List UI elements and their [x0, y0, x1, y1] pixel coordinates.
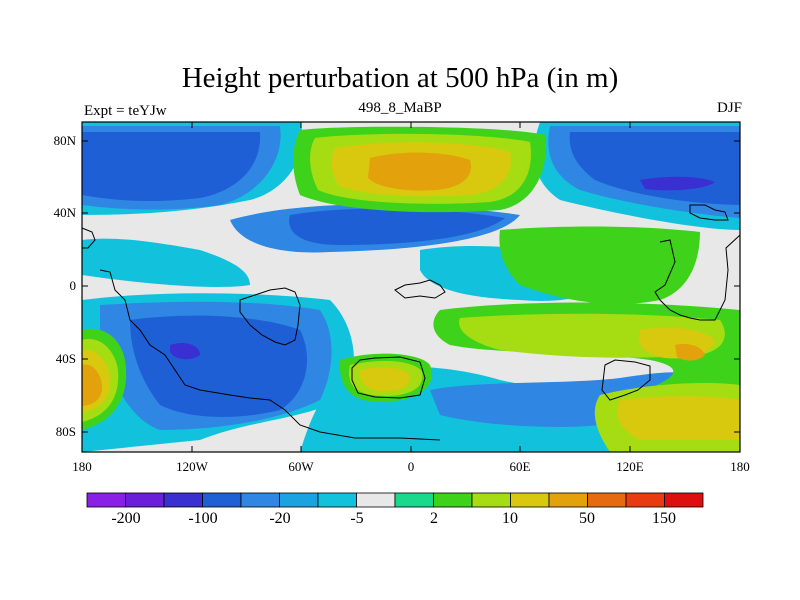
field-cyan	[82, 238, 250, 287]
colorbar-swatch	[664, 492, 704, 508]
colorbar-label: -100	[188, 510, 218, 527]
colorbar-swatch	[587, 492, 627, 508]
x-tick-label: 120W	[176, 459, 208, 474]
field-orange	[82, 364, 103, 406]
y-tick-label: 0	[69, 278, 77, 293]
colorbar-label: 150	[652, 510, 676, 527]
experiment-label: Expt = teYJw	[84, 103, 167, 119]
colorbar-label: 10	[502, 510, 518, 527]
field-dark-blue	[170, 343, 200, 360]
colorbar-swatch	[279, 492, 319, 508]
colorbar-swatch	[317, 492, 357, 508]
colorbar-label: -200	[111, 510, 141, 527]
field-yellow	[359, 367, 410, 392]
coastline	[239, 287, 301, 346]
coastline	[654, 234, 741, 321]
coastline	[601, 359, 651, 401]
x-tick-label: 180	[730, 459, 750, 474]
coastline	[689, 204, 729, 221]
coastline	[351, 356, 426, 399]
colorbar-label: 50	[579, 510, 595, 527]
coastlines	[81, 204, 741, 441]
axis-ticks	[82, 122, 740, 452]
contour-field	[82, 122, 740, 452]
field-green	[499, 226, 700, 305]
colorbar-swatch	[86, 492, 126, 508]
colorbar-swatch	[356, 492, 396, 508]
coastline	[394, 279, 446, 299]
field-orange	[368, 152, 471, 191]
field-dark-blue	[640, 176, 715, 191]
coastline	[99, 269, 441, 441]
x-tick-label: 180	[72, 459, 92, 474]
y-tick-label: 40N	[53, 205, 76, 220]
colorbar-label: 2	[430, 510, 438, 527]
colorbar-swatch	[510, 492, 550, 508]
x-tick-label: 60E	[509, 459, 531, 474]
colorbar-swatch	[433, 492, 473, 508]
colorbar	[86, 492, 704, 508]
experiment-id-label: 498_8_MaBP	[358, 100, 442, 116]
field-blue	[289, 208, 505, 245]
field-blue	[130, 315, 308, 417]
y-tick-label: 80S	[55, 424, 76, 439]
x-tick-label: 0	[407, 459, 415, 474]
x-tick-label: 120E	[616, 459, 644, 474]
y-tick-label: 80N	[53, 133, 76, 148]
x-tick-label: 60W	[288, 459, 314, 474]
colorbar-swatch	[548, 492, 588, 508]
field-orange	[675, 344, 705, 361]
field-yellow	[616, 396, 740, 440]
colorbar-label: -20	[269, 510, 291, 527]
colorbar-swatch	[240, 492, 280, 508]
colorbar-swatch	[625, 492, 665, 508]
colorbar-swatch	[125, 492, 165, 508]
plot-title: Height perturbation at 500 hPa (in m)	[181, 62, 619, 94]
colorbar-swatch	[202, 492, 242, 508]
field-blue	[82, 132, 261, 202]
colorbar-swatch	[394, 492, 434, 508]
colorbar-swatch	[163, 492, 203, 508]
colorbar-swatch	[471, 492, 511, 508]
colorbar-label: -5	[350, 510, 364, 527]
coastline	[81, 227, 96, 249]
season-label: DJF	[716, 100, 742, 116]
y-tick-label: 40S	[55, 351, 76, 366]
